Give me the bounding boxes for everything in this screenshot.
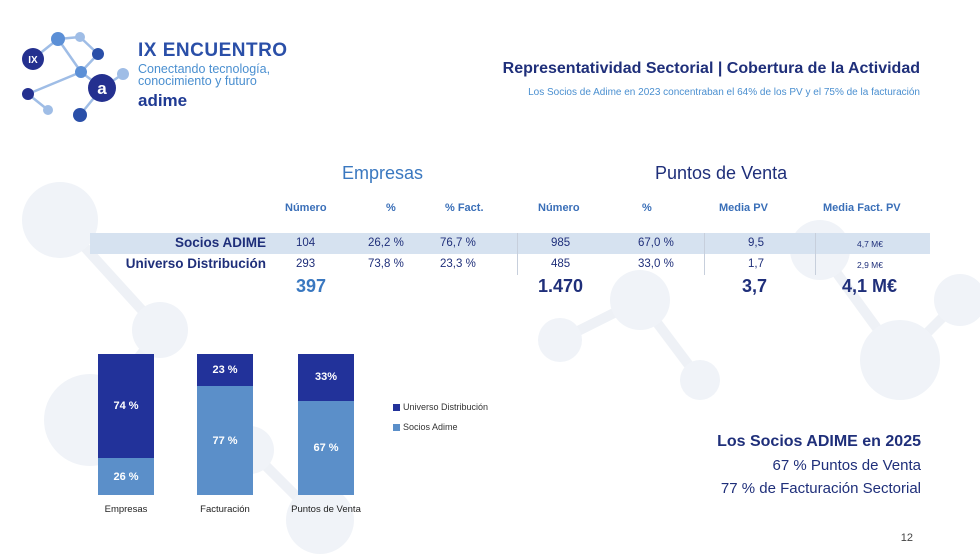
total-media-fact-pv: 4,1 M€ xyxy=(842,276,898,296)
col-header-empresas-pct-fact: % Fact. xyxy=(445,202,484,214)
column-separator xyxy=(517,233,518,275)
col-header-media-pv: Media PV xyxy=(719,202,768,214)
table-cell: 76,7 % xyxy=(440,237,476,249)
summary-title: Los Socios ADIME en 2025 xyxy=(717,433,921,450)
slide-subtitle: Los Socios de Adime en 2023 concentraban… xyxy=(528,87,920,98)
bar-segment-universo: 33% xyxy=(298,354,354,401)
row-label-universo-distribucion: Universo Distribución xyxy=(125,256,266,271)
summary-line-facturacion: 77 % de Facturación Sectorial xyxy=(720,480,921,497)
bar-segment-universo: 23 % xyxy=(197,354,253,387)
table-cell: 26,2 % xyxy=(368,237,404,249)
col-header-pv-numero: Número xyxy=(538,202,580,214)
bar-category-label: Facturación xyxy=(200,504,250,515)
highlight-row-band xyxy=(90,233,930,254)
col-header-pv-pct: % xyxy=(642,202,652,214)
table-cell: 23,3 % xyxy=(440,258,476,270)
logo-title: IX ENCUENTRO xyxy=(138,40,288,61)
encuentro-logo: IX a xyxy=(22,32,129,122)
bar-segment-socios: 77 % xyxy=(197,386,253,495)
legend-item-socios: Socios Adime xyxy=(393,422,458,432)
column-separator xyxy=(704,233,705,275)
col-header-media-fact-pv: Media Fact. PV xyxy=(823,202,901,214)
logo-subtitle: Conectando tecnología, conocimiento y fu… xyxy=(138,62,288,88)
column-separator xyxy=(815,233,816,275)
legend-swatch-universo xyxy=(393,403,400,411)
table-cell: 73,8 % xyxy=(368,258,404,270)
logo-mark-text: IX xyxy=(28,55,38,66)
total-empresas: 397 xyxy=(296,276,327,296)
bar-category-label: Empresas xyxy=(104,504,148,515)
table-cell: 293 xyxy=(296,258,316,270)
row-label-socios-adime: Socios ADIME xyxy=(174,235,266,250)
total-puntos-venta: 1.470 xyxy=(538,276,584,296)
table-cell: 9,5 xyxy=(748,237,764,249)
summary-line-pv: 67 % Puntos de Venta xyxy=(772,457,921,474)
table-cell: 2,9 M€ xyxy=(857,260,883,270)
group-title-empresas: Empresas xyxy=(342,163,424,183)
logo-subtitle-line1: Conectando tecnología, xyxy=(138,62,271,76)
legend-swatch-socios xyxy=(393,423,400,431)
bar-segment-socios: 26 % xyxy=(98,458,154,495)
col-header-empresas-numero: Número xyxy=(285,202,327,214)
table-cell: 4,7 M€ xyxy=(857,239,883,249)
table-cell: 985 xyxy=(551,237,571,249)
total-media-pv: 3,7 xyxy=(742,276,768,296)
table-cell: 485 xyxy=(551,258,571,270)
page-number: 12 xyxy=(900,532,913,544)
logo-badge-text: a xyxy=(97,79,107,98)
legend-label-universo: Universo Distribución xyxy=(403,402,489,412)
slide-title: Representatividad Sectorial | Cobertura … xyxy=(502,60,920,77)
table-cell: 1,7 xyxy=(748,258,764,270)
legend-label-socios: Socios Adime xyxy=(403,422,458,432)
legend-item-universo: Universo Distribución xyxy=(393,402,488,412)
group-title-puntos-venta: Puntos de Venta xyxy=(655,163,788,183)
bar-segment-socios: 67 % xyxy=(298,400,354,495)
logo-subtitle-line2: conocimiento y futuro xyxy=(138,74,257,88)
logo-brand: adime xyxy=(138,91,188,110)
table-cell: 104 xyxy=(296,237,316,249)
col-header-empresas-pct: % xyxy=(386,202,396,214)
bar-category-label: Puntos de Venta xyxy=(291,504,361,515)
bar-segment-universo: 74 % xyxy=(98,354,154,459)
table-cell: 67,0 % xyxy=(638,237,674,249)
table-cell: 33,0 % xyxy=(638,258,674,270)
